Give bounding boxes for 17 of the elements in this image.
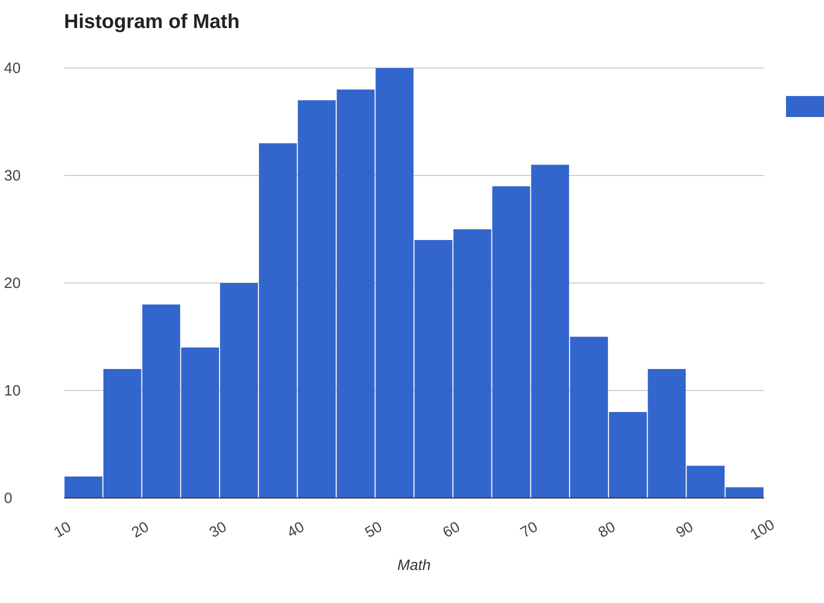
x-tick-label: 90: [673, 518, 696, 542]
chart-title: Histogram of Math: [64, 11, 240, 33]
x-tick-label: 70: [518, 518, 541, 542]
x-tick-label: 50: [362, 518, 386, 542]
x-tick-label: 10: [51, 518, 74, 542]
x-tick-label: 100: [747, 516, 778, 544]
y-tick-label: 20: [4, 274, 21, 292]
y-tick-label: 0: [4, 490, 12, 507]
x-tick-label: 80: [596, 518, 618, 542]
y-tick-label: 40: [4, 60, 21, 77]
y-tick-label: 30: [4, 167, 21, 184]
x-tick-label: 20: [128, 518, 152, 542]
x-tick-label: 40: [284, 518, 308, 542]
y-tick-label: 10: [4, 382, 21, 400]
x-tick-label: 60: [440, 518, 463, 542]
x-tick-label: 30: [206, 518, 230, 542]
x-axis-title: Math: [397, 557, 431, 574]
